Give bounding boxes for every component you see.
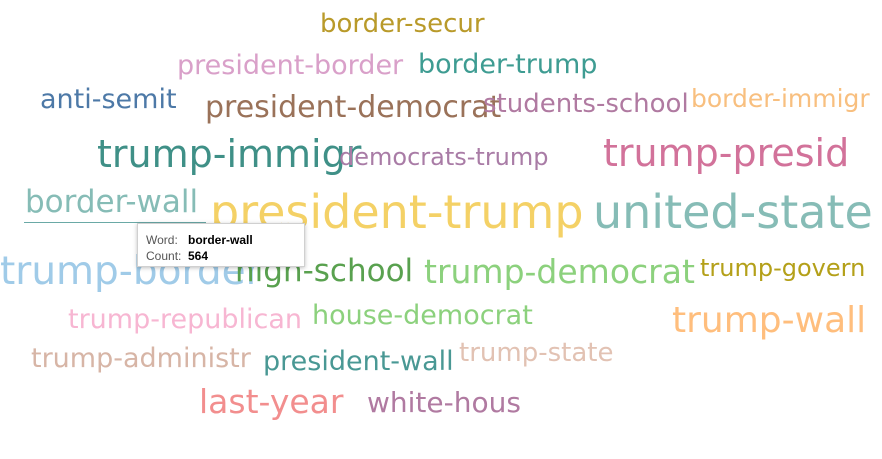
word-democrats-trump[interactable]: democrats-trump [339, 143, 549, 171]
word-border-immigr[interactable]: border-immigr [691, 84, 870, 113]
tooltip-count-row: Count: 564 [146, 248, 304, 264]
word-trump-state[interactable]: trump-state [459, 338, 614, 368]
word-president-wall[interactable]: president-wall [263, 346, 454, 377]
word-last-year[interactable]: last-year [199, 382, 344, 421]
word-border-wall[interactable]: border-wall [25, 184, 199, 220]
tooltip: Word: border-wall Count: 564 [137, 223, 305, 267]
word-trump-presid[interactable]: trump-presid [603, 131, 850, 175]
word-president-democrat[interactable]: president-democrat [205, 90, 502, 125]
hover-underline [24, 222, 206, 223]
tooltip-word-label: Word: [146, 233, 178, 247]
word-president-border[interactable]: president-border [177, 50, 404, 81]
word-trump-administr[interactable]: trump-administr [31, 343, 251, 374]
word-trump-govern[interactable]: trump-govern [700, 254, 866, 282]
word-students-school[interactable]: students-school [483, 89, 689, 119]
word-trump-immigr[interactable]: trump-immigr [97, 132, 362, 176]
word-white-hous[interactable]: white-hous [367, 386, 521, 419]
tooltip-count-value: 564 [188, 249, 209, 263]
tooltip-word-row: Word: border-wall [146, 232, 304, 248]
word-house-democrat[interactable]: house-democrat [312, 300, 533, 331]
word-trump-wall[interactable]: trump-wall [672, 300, 867, 341]
tooltip-word-value: border-wall [188, 233, 253, 247]
word-anti-semit[interactable]: anti-semit [40, 84, 177, 115]
word-united-state[interactable]: united-state [593, 185, 873, 239]
word-trump-republican[interactable]: trump-republican [68, 304, 302, 335]
word-trump-democrat[interactable]: trump-democrat [424, 252, 695, 291]
tooltip-count-label: Count: [146, 249, 182, 263]
word-border-secur[interactable]: border-secur [320, 9, 485, 39]
word-border-trump[interactable]: border-trump [418, 49, 598, 80]
